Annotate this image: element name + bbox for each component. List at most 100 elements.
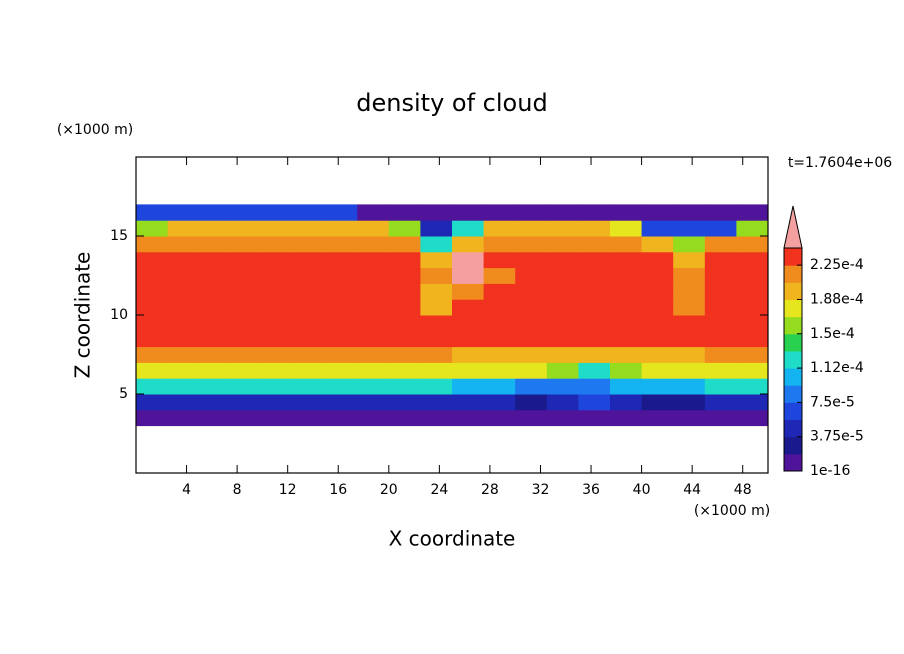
contour-cell xyxy=(578,378,611,395)
contour-cell xyxy=(199,315,232,332)
contour-cell xyxy=(546,204,579,221)
contour-cell xyxy=(515,267,548,284)
contour-cell xyxy=(420,394,453,411)
contour-cell xyxy=(546,299,579,316)
contour-cell xyxy=(641,251,674,269)
contour-cell xyxy=(262,204,295,221)
contour-cell xyxy=(610,409,643,427)
contour-cell xyxy=(641,220,674,237)
colorbar-extension xyxy=(783,205,803,249)
contour-cell xyxy=(736,236,769,253)
contour-cell xyxy=(420,220,453,237)
contour-cell xyxy=(357,394,390,411)
contour-cell xyxy=(357,251,390,269)
contour-cell xyxy=(641,346,674,363)
contour-cell xyxy=(483,251,516,269)
contour-cell xyxy=(610,315,643,332)
contour-cell xyxy=(578,220,611,237)
contour-cell xyxy=(483,315,516,332)
contour-cell xyxy=(136,251,169,269)
contour-cell xyxy=(325,299,358,316)
contour-cell xyxy=(704,346,737,363)
contour-cell xyxy=(325,409,358,427)
contour-cell xyxy=(515,283,548,300)
contour-cell xyxy=(704,315,737,332)
contour-cell xyxy=(483,299,516,316)
contour-cell xyxy=(136,267,169,284)
contour-cell xyxy=(262,220,295,237)
contour-cell xyxy=(610,394,643,411)
contour-cell xyxy=(736,220,769,237)
contour-cell xyxy=(325,394,358,411)
contour-cell xyxy=(546,362,579,379)
contour-cell xyxy=(388,299,421,316)
contour-cell xyxy=(167,299,200,316)
contour-cell xyxy=(515,346,548,363)
contour-cell xyxy=(704,236,737,253)
contour-cell xyxy=(136,394,169,411)
x-tick-label: 20 xyxy=(380,482,398,498)
contour-cell xyxy=(736,346,769,363)
contour-cell xyxy=(325,204,358,221)
contour-cell xyxy=(610,362,643,379)
contour-cell xyxy=(578,409,611,427)
contour-cell xyxy=(578,315,611,332)
contour-cell xyxy=(388,346,421,363)
colorbar-frame xyxy=(783,247,803,472)
contour-cell xyxy=(262,394,295,411)
contour-cell xyxy=(230,394,263,411)
contour-cell xyxy=(610,283,643,300)
contour-cell xyxy=(515,299,548,316)
contour-cell xyxy=(199,220,232,237)
contour-cell xyxy=(167,378,200,395)
contour-cell xyxy=(357,267,390,284)
contour-cell xyxy=(641,330,674,348)
contour-cell xyxy=(546,409,579,427)
contour-cell xyxy=(420,299,453,316)
contour-cell xyxy=(294,330,327,348)
colorbar-band xyxy=(784,402,802,421)
contour-cell xyxy=(325,315,358,332)
contour-cell xyxy=(610,299,643,316)
x-tick-label: 8 xyxy=(233,482,242,498)
contour-cell xyxy=(167,346,200,363)
contour-cell xyxy=(641,378,674,395)
colorbar-band xyxy=(784,265,802,283)
contour-cell xyxy=(167,251,200,269)
contour-cell xyxy=(357,283,390,300)
contour-cell xyxy=(673,267,706,284)
contour-cell xyxy=(230,283,263,300)
contour-cell xyxy=(673,220,706,237)
contour-cell xyxy=(294,315,327,332)
contour-cell xyxy=(199,394,232,411)
contour-cell xyxy=(230,204,263,221)
contour-cell xyxy=(704,204,737,221)
colorbar-label: 1.5e-4 xyxy=(810,326,855,342)
contour-cell xyxy=(420,362,453,379)
contour-cell xyxy=(230,299,263,316)
x-unit: (×1000 m) xyxy=(694,503,770,519)
y-tick-label: 10 xyxy=(110,307,128,323)
contour-cell xyxy=(452,283,485,300)
contour-cell xyxy=(641,236,674,253)
contour-cell xyxy=(673,409,706,427)
y-unit: (×1000 m) xyxy=(57,122,133,138)
contour-cell xyxy=(199,299,232,316)
contour-cell xyxy=(452,409,485,427)
contour-cell xyxy=(483,267,516,284)
contour-cell xyxy=(452,251,485,269)
contour-cell xyxy=(294,362,327,379)
contour-cell xyxy=(515,204,548,221)
contour-cell xyxy=(515,330,548,348)
contour-cell xyxy=(483,362,516,379)
contour-cell xyxy=(357,409,390,427)
colorbar-label: 1.88e-4 xyxy=(810,291,864,307)
contour-cell xyxy=(136,236,169,253)
contour-cell xyxy=(136,220,169,237)
contour-cell xyxy=(546,330,579,348)
colorbar-band xyxy=(784,316,802,335)
contour-cell xyxy=(673,346,706,363)
colorbar-label: 1e-16 xyxy=(810,463,850,479)
contour-cell xyxy=(199,378,232,395)
contour-cell xyxy=(704,362,737,379)
